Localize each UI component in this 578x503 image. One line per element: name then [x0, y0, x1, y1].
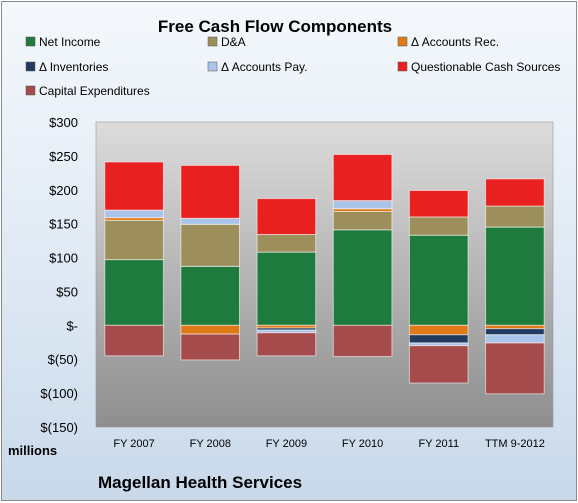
bar-stack-fy-2011	[408, 190, 469, 384]
x-axis-tick-labels: FY 2007 FY 2008 FY 2009 FY 2010 FY 2011 TTM 9…	[113, 438, 544, 450]
legend-label-delta-accounts-pay: Δ Accounts Pay.	[221, 60, 308, 74]
y-tick-label: $200	[49, 183, 78, 198]
bar-segment-delta-accounts-pay	[485, 334, 545, 344]
x-tick-label: FY 2007	[113, 438, 154, 450]
legend-swatch-capital-expenditures	[25, 85, 36, 96]
bar-segment-net-income	[256, 251, 317, 326]
bar-segment-delta-inventories	[485, 328, 545, 336]
bar-segment-capital-expenditures	[332, 324, 393, 357]
x-tick-label: FY 2011	[419, 438, 460, 450]
bar-segment-delta-inventories	[408, 334, 469, 344]
bar-stack-fy-2007	[104, 161, 164, 357]
legend-label-danda: D&A	[221, 35, 246, 49]
chart-title: Free Cash Flow Components	[158, 17, 392, 36]
bar-segment-capital-expenditures	[485, 342, 545, 395]
bar-segment-delta-accounts-rec	[180, 324, 240, 335]
legend-item-delta-inventories: Δ Inventories	[25, 60, 108, 74]
bar-segment-net-income	[485, 226, 545, 326]
bar-segment-danda	[485, 205, 545, 228]
x-tick-label: FY 2010	[342, 438, 383, 450]
legend: Net Income D&A Δ Accounts Rec. Δ Inventorie…	[25, 35, 560, 98]
bar-segment-capital-expenditures	[408, 345, 469, 384]
bar-segment-delta-accounts-pay	[332, 200, 393, 210]
legend-label-questionable-cash-sources: Questionable Cash Sources	[411, 60, 560, 74]
bar-segment-delta-accounts-pay	[180, 217, 240, 225]
plot-area	[95, 121, 554, 428]
legend-item-delta-accounts-rec: Δ Accounts Rec.	[397, 35, 499, 49]
bar-segment-danda	[256, 234, 317, 253]
bar-segment-delta-accounts-rec	[332, 208, 393, 213]
bar-segment-delta-accounts-rec	[408, 324, 469, 336]
legend-swatch-net-income	[25, 36, 36, 47]
bar-segment-capital-expenditures	[180, 333, 240, 361]
legend-label-net-income: Net Income	[39, 35, 101, 49]
bar-segment-net-income	[104, 259, 164, 326]
x-tick-label: FY 2008	[190, 438, 231, 450]
y-tick-label: $(100)	[40, 386, 78, 401]
legend-swatch-danda	[207, 36, 218, 47]
x-tick-label: FY 2009	[266, 438, 307, 450]
y-tick-label: $250	[49, 149, 78, 164]
legend-item-danda: D&A	[207, 35, 246, 49]
x-tick-label: TTM 9-2012	[485, 438, 545, 450]
bar-segment-questionable-cash-sources	[408, 190, 469, 218]
legend-swatch-delta-inventories	[25, 61, 36, 72]
bar-stack-fy-2009	[256, 198, 317, 357]
y-axis-unit-label: millions	[8, 443, 57, 458]
legend-item-questionable-cash-sources: Questionable Cash Sources	[397, 60, 560, 74]
y-tick-label: $100	[49, 251, 78, 266]
bar-segment-danda	[180, 223, 240, 267]
bar-segment-danda	[104, 219, 164, 261]
bar-segment-questionable-cash-sources	[104, 161, 164, 211]
bar-stack-fy-2008	[180, 164, 240, 361]
legend-item-capital-expenditures: Capital Expenditures	[25, 84, 150, 98]
bar-segment-questionable-cash-sources	[180, 164, 240, 219]
y-tick-label: $300	[49, 115, 78, 130]
legend-label-delta-accounts-rec: Δ Accounts Rec.	[411, 35, 499, 49]
legend-swatch-questionable-cash-sources	[397, 61, 408, 72]
company-name: Magellan Health Services	[98, 473, 302, 492]
bar-stack-fy-2010	[332, 154, 393, 357]
bar-stacks	[104, 154, 545, 395]
bar-segment-capital-expenditures	[104, 324, 164, 357]
bar-stack-ttm-9-2012	[485, 178, 545, 395]
bar-segment-danda	[332, 211, 393, 231]
legend-label-delta-inventories: Δ Inventories	[39, 60, 108, 74]
legend-swatch-delta-accounts-rec	[397, 36, 408, 47]
y-tick-label: $50	[56, 284, 78, 299]
bar-segment-capital-expenditures	[256, 332, 317, 357]
bar-segment-net-income	[332, 229, 393, 326]
bar-segment-questionable-cash-sources	[332, 154, 393, 202]
bar-segment-questionable-cash-sources	[256, 198, 317, 236]
y-axis-tick-labels: $(150) $(100) $(50) $- $50 $100 $150 $200 $250 $3…	[40, 115, 78, 435]
legend-label-capital-expenditures: Capital Expenditures	[39, 84, 150, 98]
bar-segment-net-income	[180, 265, 240, 326]
y-tick-label: $(150)	[40, 420, 78, 435]
legend-item-delta-accounts-pay: Δ Accounts Pay.	[207, 60, 308, 74]
bar-segment-danda	[408, 216, 469, 236]
bar-segment-questionable-cash-sources	[485, 178, 545, 207]
bar-segment-net-income	[408, 234, 469, 326]
bar-segment-delta-accounts-rec	[485, 324, 545, 330]
y-tick-label: $-	[66, 318, 78, 333]
y-tick-label: $150	[49, 217, 78, 232]
bar-segment-delta-accounts-pay	[104, 209, 164, 219]
legend-item-net-income: Net Income	[25, 35, 101, 49]
legend-swatch-delta-accounts-pay	[207, 61, 218, 72]
y-tick-label: $(50)	[48, 352, 78, 367]
